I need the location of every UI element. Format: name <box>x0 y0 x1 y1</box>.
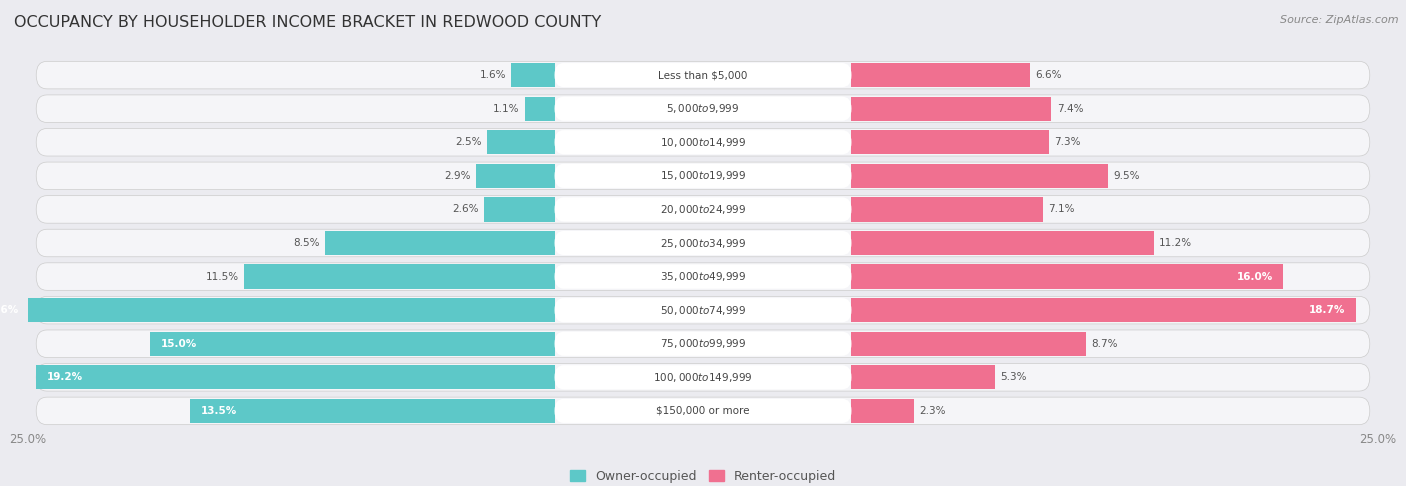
Bar <box>852 399 914 423</box>
FancyBboxPatch shape <box>37 196 1369 223</box>
Text: 7.1%: 7.1% <box>1049 205 1076 214</box>
Bar <box>852 264 1284 289</box>
Bar <box>852 130 1049 155</box>
Bar <box>477 164 554 188</box>
Bar <box>149 331 554 356</box>
Bar <box>852 231 1154 255</box>
FancyBboxPatch shape <box>554 365 852 389</box>
Text: 1.6%: 1.6% <box>479 70 506 80</box>
Bar <box>512 63 554 87</box>
FancyBboxPatch shape <box>554 63 852 87</box>
Bar <box>486 130 554 155</box>
FancyBboxPatch shape <box>554 231 852 255</box>
Text: 2.3%: 2.3% <box>920 406 945 416</box>
Text: $20,000 to $24,999: $20,000 to $24,999 <box>659 203 747 216</box>
Bar <box>524 97 554 121</box>
Text: 13.5%: 13.5% <box>201 406 238 416</box>
Text: $35,000 to $49,999: $35,000 to $49,999 <box>659 270 747 283</box>
FancyBboxPatch shape <box>554 97 852 121</box>
Text: 7.4%: 7.4% <box>1057 104 1083 114</box>
Text: $25,000 to $34,999: $25,000 to $34,999 <box>659 237 747 249</box>
FancyBboxPatch shape <box>37 364 1369 391</box>
FancyBboxPatch shape <box>37 95 1369 122</box>
Text: 5.3%: 5.3% <box>1000 372 1026 382</box>
Bar <box>852 63 1029 87</box>
Bar <box>484 197 554 222</box>
Text: 1.1%: 1.1% <box>494 104 519 114</box>
Bar <box>852 365 994 389</box>
FancyBboxPatch shape <box>554 164 852 188</box>
Text: 16.0%: 16.0% <box>1236 272 1272 281</box>
Bar <box>852 197 1043 222</box>
Text: OCCUPANCY BY HOUSEHOLDER INCOME BRACKET IN REDWOOD COUNTY: OCCUPANCY BY HOUSEHOLDER INCOME BRACKET … <box>14 15 602 30</box>
Text: 2.6%: 2.6% <box>453 205 479 214</box>
Text: Source: ZipAtlas.com: Source: ZipAtlas.com <box>1281 15 1399 25</box>
Text: $15,000 to $19,999: $15,000 to $19,999 <box>659 169 747 182</box>
FancyBboxPatch shape <box>37 229 1369 257</box>
Text: 11.2%: 11.2% <box>1159 238 1192 248</box>
Text: 8.5%: 8.5% <box>294 238 319 248</box>
Text: $50,000 to $74,999: $50,000 to $74,999 <box>659 304 747 317</box>
Text: 19.2%: 19.2% <box>46 372 83 382</box>
Bar <box>852 97 1052 121</box>
Text: 2.9%: 2.9% <box>444 171 471 181</box>
Text: 15.0%: 15.0% <box>160 339 197 349</box>
Bar <box>852 331 1087 356</box>
Legend: Owner-occupied, Renter-occupied: Owner-occupied, Renter-occupied <box>565 465 841 486</box>
FancyBboxPatch shape <box>37 128 1369 156</box>
Text: Less than $5,000: Less than $5,000 <box>658 70 748 80</box>
FancyBboxPatch shape <box>554 197 852 222</box>
Text: 9.5%: 9.5% <box>1114 171 1140 181</box>
Bar <box>190 399 554 423</box>
FancyBboxPatch shape <box>37 162 1369 190</box>
FancyBboxPatch shape <box>554 399 852 423</box>
FancyBboxPatch shape <box>554 264 852 289</box>
Text: 2.5%: 2.5% <box>456 137 482 147</box>
Bar <box>245 264 554 289</box>
Text: $5,000 to $9,999: $5,000 to $9,999 <box>666 102 740 115</box>
Text: 7.3%: 7.3% <box>1054 137 1080 147</box>
FancyBboxPatch shape <box>37 296 1369 324</box>
Bar <box>0 298 554 322</box>
FancyBboxPatch shape <box>37 330 1369 358</box>
Text: 6.6%: 6.6% <box>1035 70 1062 80</box>
Text: 11.5%: 11.5% <box>205 272 239 281</box>
Text: 18.7%: 18.7% <box>1309 305 1346 315</box>
FancyBboxPatch shape <box>37 263 1369 290</box>
Bar <box>852 164 1108 188</box>
FancyBboxPatch shape <box>37 397 1369 425</box>
FancyBboxPatch shape <box>37 61 1369 89</box>
Bar <box>37 365 554 389</box>
Text: $10,000 to $14,999: $10,000 to $14,999 <box>659 136 747 149</box>
FancyBboxPatch shape <box>554 331 852 356</box>
Bar <box>325 231 554 255</box>
Bar <box>852 298 1357 322</box>
Text: $150,000 or more: $150,000 or more <box>657 406 749 416</box>
Text: 8.7%: 8.7% <box>1091 339 1118 349</box>
FancyBboxPatch shape <box>554 130 852 155</box>
FancyBboxPatch shape <box>554 298 852 322</box>
Text: $100,000 to $149,999: $100,000 to $149,999 <box>654 371 752 384</box>
Text: 21.6%: 21.6% <box>0 305 18 315</box>
Text: $75,000 to $99,999: $75,000 to $99,999 <box>659 337 747 350</box>
